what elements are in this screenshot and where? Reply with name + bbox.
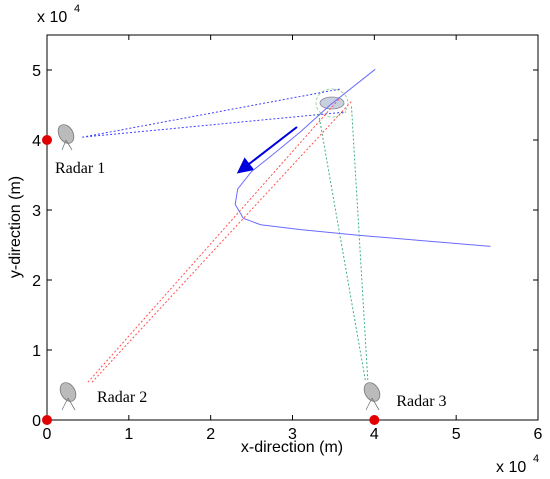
y-tick-label: 5 [32,63,41,80]
y-tick-label: 3 [32,203,41,220]
beam-line [318,104,369,381]
direction-arrow [236,126,298,174]
y-tick-label: 4 [32,133,41,150]
radar-marker [369,415,380,425]
y-tick-label: 1 [32,343,41,360]
x-multiplier-exp: 4 [533,453,539,465]
aircraft-ellipse [315,88,349,118]
x-axis-label: x-direction (m) [241,439,343,456]
radar-marker [42,415,52,425]
x-tick-label: 2 [206,426,215,443]
x-tick-label: 4 [370,426,379,443]
y-multiplier: x 10 [37,9,67,26]
y-multiplier-exp: 4 [74,3,80,15]
radar-label: Radar 2 [97,389,147,406]
x-multiplier: x 10 [496,459,526,476]
radar-label: Radar 1 [55,160,105,177]
y-tick-label: 2 [32,273,41,290]
beam-line [82,88,346,138]
beam-line [87,97,352,383]
y-axis-label: y-direction (m) [7,176,24,278]
trajectory-line [234,68,491,247]
radar-label: Radar 3 [396,393,446,410]
plot-frame [46,34,539,421]
radar-dish-icon [57,124,381,411]
x-tick-label: 0 [43,426,52,443]
y-tick-label: 0 [32,413,41,430]
x-tick-label: 6 [534,426,543,443]
x-tick-label: 1 [124,426,133,443]
x-tick-label: 5 [452,426,461,443]
radar-marker [42,135,52,145]
x-tick-label: 3 [288,426,297,443]
